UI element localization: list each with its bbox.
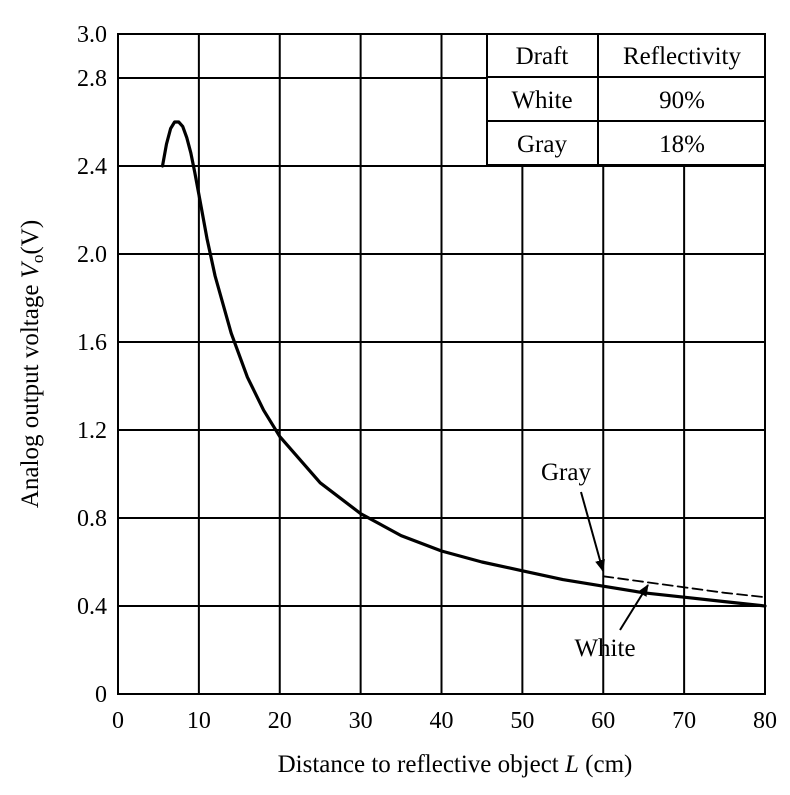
y-tick-label: 1.6: [77, 330, 107, 356]
y-tick-label: 0.4: [77, 594, 107, 620]
annotations: Gray White: [541, 459, 649, 662]
tick-labels: 0 10 20 30 40 50 60 70 80 0 0.4 0.8 1.2 1.6 2.0 2.4 2.8 3…: [77, 22, 777, 734]
legend-table: Draft Reflectivity White 90% Gray 18%: [486, 34, 765, 166]
x-tick-label: 80: [753, 708, 777, 734]
annotation-white-label: White: [574, 635, 635, 662]
annotation-gray-arrow: [580, 491, 605, 572]
legend-row-gray-label: Gray: [517, 131, 567, 158]
legend-header-draft: Draft: [516, 43, 569, 70]
y-tick-label: 2.8: [77, 66, 107, 92]
legend-table-bg: [487, 34, 765, 165]
y-tick-label: 1.2: [77, 418, 107, 444]
x-tick-label: 20: [268, 708, 292, 734]
x-tick-label: 0: [112, 708, 124, 734]
series-line-white: [160, 120, 767, 608]
y-tick-label: 0.8: [77, 506, 107, 532]
y-tick-label: 3.0: [77, 22, 107, 48]
annotation-gray-label: Gray: [541, 459, 591, 486]
plot-area: [160, 120, 767, 608]
x-tick-label: 50: [510, 708, 534, 734]
x-axis-title: Distance to reflective object L (cm): [278, 751, 633, 778]
series-line-gray: [602, 575, 766, 599]
x-tick-label: 40: [430, 708, 454, 734]
x-tick-label: 30: [349, 708, 373, 734]
y-tick-label: 2.0: [77, 242, 107, 268]
plot-border: [117, 33, 766, 695]
y-tick-label: 0: [95, 682, 107, 708]
legend-row-white-label: White: [511, 87, 572, 114]
x-tick-label: 70: [672, 708, 696, 734]
x-tick-label: 60: [591, 708, 615, 734]
annotation-white-arrow: [619, 584, 649, 631]
legend-header-reflectivity: Reflectivity: [623, 43, 742, 70]
x-tick-label: 10: [187, 708, 211, 734]
legend-row-gray-value: 18%: [659, 131, 705, 158]
y-tick-label: 2.4: [77, 154, 107, 180]
y-axis-title: Analog output voltage Vo(V): [17, 220, 47, 508]
legend-row-white-value: 90%: [659, 87, 705, 114]
